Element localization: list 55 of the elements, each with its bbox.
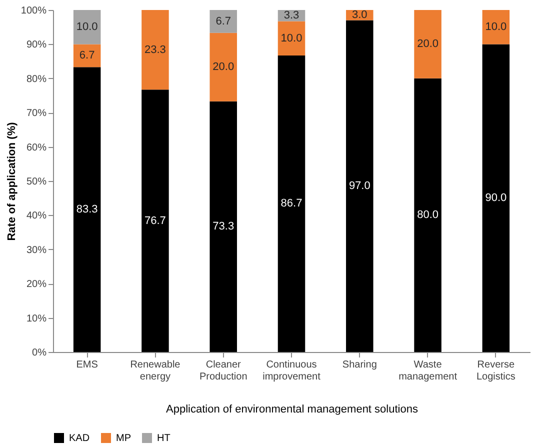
bar <box>482 10 510 44</box>
bar <box>278 21 306 56</box>
y-tick-label: 90% <box>26 40 47 51</box>
bar <box>210 10 237 33</box>
data-label: 80.0 <box>417 209 438 222</box>
y-tick-label: 20% <box>26 279 47 290</box>
x-tick-label: Renewable energy <box>130 360 181 382</box>
data-label: 97.0 <box>348 180 370 192</box>
data-label: 3.0 <box>352 9 368 22</box>
legend-label: HT <box>157 433 170 444</box>
data-label: 23.3 <box>144 44 166 56</box>
bar <box>73 10 101 44</box>
x-tick-label: Waste management <box>398 360 458 382</box>
x-tick-label: Sharing <box>342 360 377 370</box>
y-tick-label: 80% <box>26 74 47 85</box>
bar <box>414 10 442 78</box>
data-label: 10.0 <box>280 32 302 44</box>
y-tick-label: 0% <box>32 348 47 358</box>
data-label: 3.3 <box>284 10 300 22</box>
x-axis-title: Application of environmental management solutions <box>166 404 418 416</box>
bar <box>414 78 442 352</box>
bar <box>73 44 101 68</box>
bar <box>278 55 306 352</box>
y-tick-label: 70% <box>26 108 47 120</box>
bar <box>142 10 169 90</box>
data-label: 86.7 <box>280 198 302 210</box>
data-label: 10.0 <box>485 21 507 34</box>
data-label: 10.0 <box>76 21 98 34</box>
data-label: 76.7 <box>144 214 166 227</box>
legend-label: MP <box>116 433 132 444</box>
data-label: 6.7 <box>216 15 232 28</box>
x-tick-label: Cleaner Production <box>199 360 248 382</box>
x-tick-label: EMS <box>76 360 98 370</box>
data-label: 73.3 <box>212 220 234 233</box>
data-label: 20.0 <box>212 61 234 74</box>
bar <box>346 20 374 352</box>
y-tick-label: 40% <box>26 210 47 222</box>
data-label: 20.0 <box>417 38 438 50</box>
bar <box>142 90 169 352</box>
bar <box>210 101 237 352</box>
bar <box>482 44 510 352</box>
y-tick-label: 60% <box>26 142 47 154</box>
legend-label: KAD <box>69 433 90 444</box>
y-axis-title: Rate of application (%) <box>6 122 18 241</box>
x-tick-label: Continuous improvement <box>262 360 321 382</box>
bar <box>210 32 237 102</box>
bar <box>73 67 101 352</box>
y-tick-label: 30% <box>26 244 47 256</box>
data-label: 83.3 <box>76 204 98 216</box>
y-tick-label: 50% <box>26 176 47 188</box>
y-tick-label: 10% <box>26 313 47 324</box>
data-label: 90.0 <box>485 192 507 204</box>
y-tick-label: 100% <box>20 6 47 16</box>
data-label: 6.7 <box>79 50 95 62</box>
x-tick-label: Reverse Logistics <box>476 360 516 382</box>
